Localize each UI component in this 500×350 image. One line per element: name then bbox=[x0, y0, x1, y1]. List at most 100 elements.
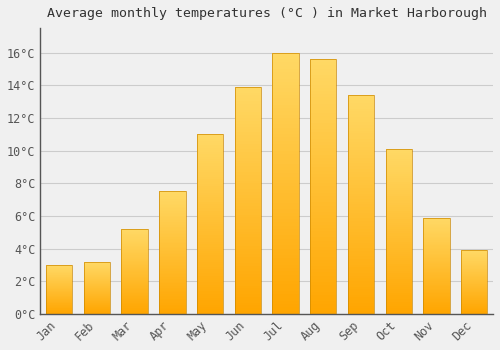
Bar bbox=[234, 237, 261, 240]
Bar bbox=[272, 242, 299, 245]
Bar bbox=[159, 263, 186, 265]
Bar bbox=[310, 161, 336, 164]
Bar bbox=[122, 299, 148, 300]
Bar bbox=[84, 312, 110, 313]
Bar bbox=[197, 282, 224, 285]
Bar bbox=[461, 256, 487, 257]
Bar bbox=[46, 272, 72, 273]
Bar bbox=[272, 124, 299, 128]
Bar bbox=[84, 298, 110, 299]
Bar bbox=[424, 219, 450, 220]
Bar bbox=[310, 123, 336, 126]
Bar bbox=[386, 236, 412, 238]
Bar bbox=[234, 288, 261, 291]
Bar bbox=[386, 310, 412, 312]
Bar bbox=[197, 173, 224, 175]
Bar bbox=[386, 254, 412, 256]
Bar bbox=[46, 300, 72, 301]
Bar bbox=[159, 201, 186, 202]
Bar bbox=[310, 126, 336, 129]
Bar bbox=[122, 309, 148, 310]
Bar bbox=[46, 271, 72, 272]
Bar bbox=[122, 313, 148, 314]
Bar bbox=[122, 286, 148, 287]
Bar bbox=[46, 280, 72, 281]
Bar bbox=[424, 267, 450, 268]
Bar bbox=[84, 310, 110, 311]
Bar bbox=[310, 88, 336, 91]
Bar bbox=[348, 163, 374, 166]
Bar bbox=[159, 256, 186, 257]
Bar bbox=[234, 127, 261, 130]
Bar bbox=[122, 284, 148, 285]
Bar bbox=[159, 197, 186, 199]
Bar bbox=[122, 229, 148, 230]
Bar bbox=[386, 149, 412, 151]
Bar bbox=[234, 104, 261, 107]
Bar bbox=[424, 262, 450, 263]
Bar bbox=[84, 295, 110, 296]
Bar bbox=[310, 139, 336, 142]
Bar bbox=[310, 222, 336, 225]
Bar bbox=[310, 129, 336, 132]
Bar bbox=[197, 199, 224, 202]
Bar bbox=[84, 290, 110, 291]
Bar bbox=[424, 303, 450, 304]
Bar bbox=[84, 297, 110, 298]
Bar bbox=[386, 295, 412, 298]
Bar bbox=[197, 242, 224, 244]
Bar bbox=[310, 132, 336, 135]
Bar bbox=[122, 266, 148, 267]
Bar bbox=[386, 252, 412, 254]
Bar bbox=[386, 219, 412, 221]
Bar bbox=[234, 311, 261, 314]
Bar bbox=[348, 131, 374, 133]
Bar bbox=[234, 92, 261, 95]
Bar bbox=[84, 266, 110, 267]
Bar bbox=[122, 295, 148, 296]
Bar bbox=[348, 120, 374, 122]
Bar bbox=[159, 308, 186, 309]
Bar bbox=[159, 191, 186, 193]
Bar bbox=[122, 234, 148, 235]
Bar bbox=[234, 260, 261, 263]
Bar bbox=[272, 163, 299, 167]
Bar bbox=[386, 174, 412, 176]
Bar bbox=[234, 146, 261, 149]
Bar bbox=[386, 194, 412, 196]
Bar bbox=[46, 297, 72, 298]
Bar bbox=[424, 295, 450, 296]
Bar bbox=[46, 287, 72, 288]
Bar bbox=[159, 311, 186, 312]
Bar bbox=[348, 218, 374, 221]
Bar bbox=[461, 268, 487, 269]
Bar bbox=[386, 209, 412, 211]
Bar bbox=[197, 285, 224, 287]
Bar bbox=[122, 312, 148, 313]
Bar bbox=[424, 268, 450, 269]
Bar bbox=[424, 217, 450, 219]
Bar bbox=[46, 293, 72, 294]
Bar bbox=[122, 233, 148, 234]
Bar bbox=[424, 297, 450, 298]
Bar bbox=[386, 231, 412, 233]
Bar bbox=[197, 190, 224, 192]
Bar bbox=[159, 262, 186, 263]
Bar bbox=[46, 286, 72, 287]
Bar bbox=[197, 157, 224, 159]
Bar bbox=[310, 199, 336, 202]
Bar bbox=[234, 248, 261, 251]
Bar bbox=[348, 245, 374, 248]
Bar bbox=[461, 252, 487, 253]
Bar bbox=[424, 248, 450, 249]
Bar bbox=[122, 257, 148, 258]
Bar bbox=[234, 229, 261, 232]
Bar bbox=[197, 215, 224, 217]
Bar bbox=[461, 306, 487, 307]
Bar bbox=[46, 296, 72, 297]
Bar bbox=[424, 259, 450, 260]
Bar bbox=[386, 168, 412, 169]
Bar bbox=[122, 285, 148, 286]
Bar bbox=[424, 238, 450, 239]
Bar bbox=[386, 262, 412, 264]
